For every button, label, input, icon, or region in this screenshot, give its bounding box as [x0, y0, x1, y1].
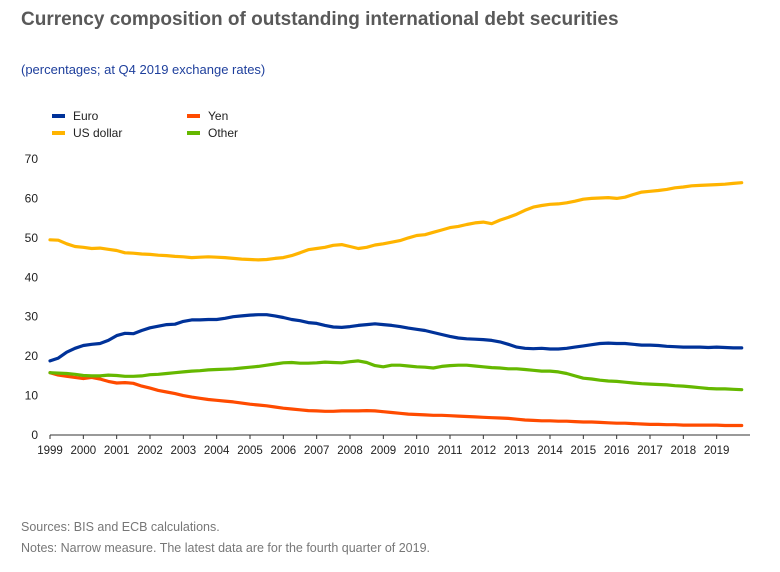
x-tick-label: 2016	[604, 445, 630, 457]
y-tick-label: 40	[25, 270, 39, 284]
page-title: Currency composition of outstanding inte…	[21, 9, 619, 30]
legend-item-us-dollar: US dollar	[52, 126, 122, 140]
x-tick-label: 2001	[104, 445, 130, 457]
x-tick-label: 2003	[171, 445, 197, 457]
x-tick-label: 2015	[571, 445, 597, 457]
x-tick-label: 2004	[204, 445, 230, 457]
x-tick-label: 2010	[404, 445, 430, 457]
chart-subtitle: (percentages; at Q4 2019 exchange rates)	[21, 62, 266, 77]
sources-note: Sources: BIS and ECB calculations.	[21, 520, 220, 534]
legend: Euro US dollar Yen Other	[52, 109, 312, 143]
x-tick-label: 2019	[704, 445, 730, 457]
series-line-euro	[48, 313, 744, 363]
legend-swatch-yen	[187, 114, 200, 118]
notes-text: Notes: Narrow measure. The latest data a…	[21, 541, 431, 555]
x-tick-label: 2011	[438, 445, 463, 457]
legend-label-euro: Euro	[73, 109, 99, 123]
x-tick-label: 2018	[671, 445, 697, 457]
x-tick-label: 2005	[237, 445, 263, 457]
x-tick-label: 2007	[304, 445, 330, 457]
x-tick-label: 2002	[137, 445, 163, 457]
legend-swatch-other	[187, 131, 200, 135]
legend-label-us-dollar: US dollar	[73, 126, 123, 140]
legend-label-yen: Yen	[208, 109, 229, 123]
legend-item-yen: Yen	[187, 109, 228, 123]
x-tick-label: 2009	[371, 445, 397, 457]
x-tick-label: 1999	[37, 445, 63, 457]
x-tick-label: 2012	[471, 445, 497, 457]
x-tick-label: 2006	[271, 445, 297, 457]
x-tick-label: 2000	[71, 445, 97, 457]
y-tick-label: 10	[25, 389, 39, 403]
y-tick-label: 20	[25, 349, 39, 363]
y-tick-label: 70	[25, 152, 39, 166]
series-line-us-dollar	[48, 181, 744, 262]
x-tick-label: 2008	[337, 445, 363, 457]
series-line-other	[48, 359, 744, 392]
y-tick-label: 50	[25, 231, 39, 245]
y-tick-label: 0	[31, 428, 38, 442]
legend-swatch-euro	[52, 114, 65, 118]
y-tick-label: 30	[25, 310, 39, 324]
legend-label-other: Other	[208, 126, 239, 140]
x-tick-label: 2014	[537, 445, 563, 457]
x-tick-label: 2017	[637, 445, 663, 457]
legend-item-euro: Euro	[52, 109, 98, 123]
x-tick-label: 2013	[504, 445, 530, 457]
legend-swatch-us-dollar	[52, 131, 65, 135]
series-line-yen	[48, 371, 744, 428]
y-tick-label: 60	[25, 191, 39, 205]
legend-item-other: Other	[187, 126, 238, 140]
